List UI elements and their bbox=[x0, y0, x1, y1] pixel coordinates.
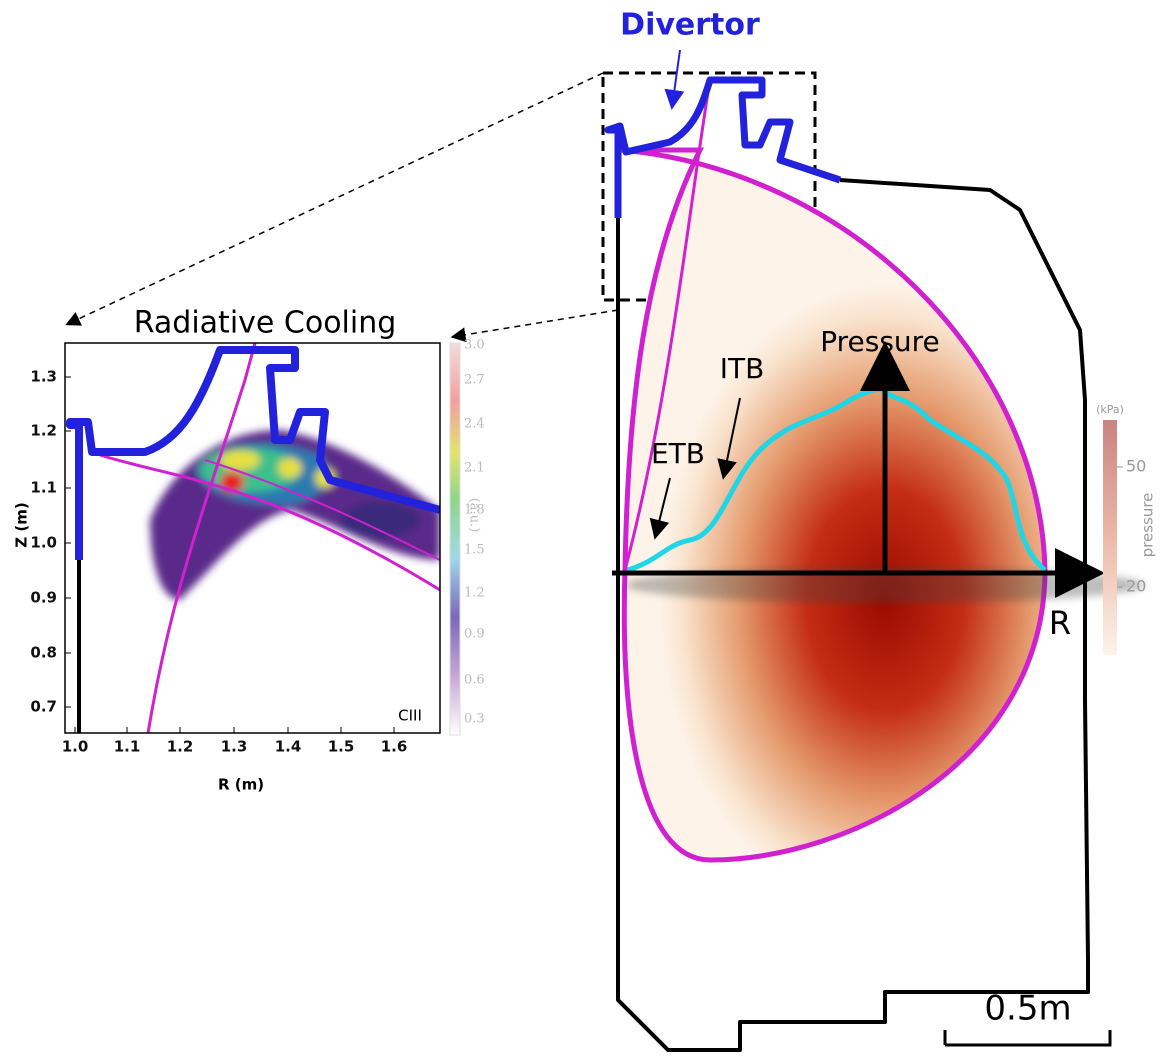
colorbar-tick-label: 1.2 bbox=[464, 586, 485, 601]
itb-label: ITB bbox=[720, 352, 765, 385]
y-tick-label: 1.0 bbox=[30, 534, 57, 552]
scale-bar-label: 0.5m bbox=[984, 989, 1071, 1029]
colorbar-tick-label: 2.4 bbox=[464, 417, 485, 432]
x-tick-label: 1.3 bbox=[221, 738, 248, 756]
colorbar-unit: (kPa) bbox=[1096, 403, 1124, 416]
figure: Divertor Radiative Cooling Z (m) R (m) (… bbox=[0, 0, 1161, 1060]
y-tick-label: 0.7 bbox=[30, 698, 57, 716]
colorbar-tick-label: 1.8 bbox=[464, 503, 485, 518]
tokamak bbox=[608, 50, 1145, 1050]
colorbar-tick-label: 0.3 bbox=[464, 712, 485, 727]
x-tick-label: 1.6 bbox=[381, 738, 408, 756]
y-tick-label: 1.2 bbox=[30, 422, 57, 440]
y-tick-label: 0.8 bbox=[30, 644, 57, 662]
colorbar-tick-label: 3.0 bbox=[464, 338, 485, 353]
colorbar-tick-label: 1.5 bbox=[464, 543, 485, 558]
x-tick-label: 1.0 bbox=[62, 738, 89, 756]
x-tick-label: 1.1 bbox=[114, 738, 141, 756]
inset bbox=[65, 343, 460, 735]
colorbar-label: pressure bbox=[1139, 493, 1157, 558]
inset-title: Radiative Cooling bbox=[134, 306, 397, 341]
colorbar-tick-label: 2.7 bbox=[464, 373, 485, 388]
colorbar-tick-label: 0.6 bbox=[464, 673, 485, 688]
colorbar-tick-label: 2.1 bbox=[464, 461, 485, 476]
x-axis-label: R (m) bbox=[218, 776, 264, 794]
emission bbox=[70, 343, 440, 733]
colorbar-tick-label: 0.9 bbox=[464, 627, 485, 642]
etb-label: ETB bbox=[651, 437, 705, 470]
y-tick-label: 1.3 bbox=[30, 368, 57, 386]
r-label: R bbox=[1049, 604, 1071, 642]
species-label: CIII bbox=[398, 707, 422, 725]
x-tick-label: 1.2 bbox=[167, 738, 194, 756]
divertor-label: Divertor bbox=[620, 8, 760, 43]
colorbar-tick-label: 50 bbox=[1126, 457, 1146, 476]
y-tick-label: 1.1 bbox=[30, 479, 57, 497]
x-tick-label: 1.5 bbox=[328, 738, 355, 756]
y-axis-label: Z (m) bbox=[13, 502, 31, 547]
colorbar-tick-label: 20 bbox=[1126, 577, 1146, 596]
x-tick-label: 1.4 bbox=[275, 738, 302, 756]
pressure-label: Pressure bbox=[820, 325, 940, 358]
y-tick-label: 0.9 bbox=[30, 589, 57, 607]
